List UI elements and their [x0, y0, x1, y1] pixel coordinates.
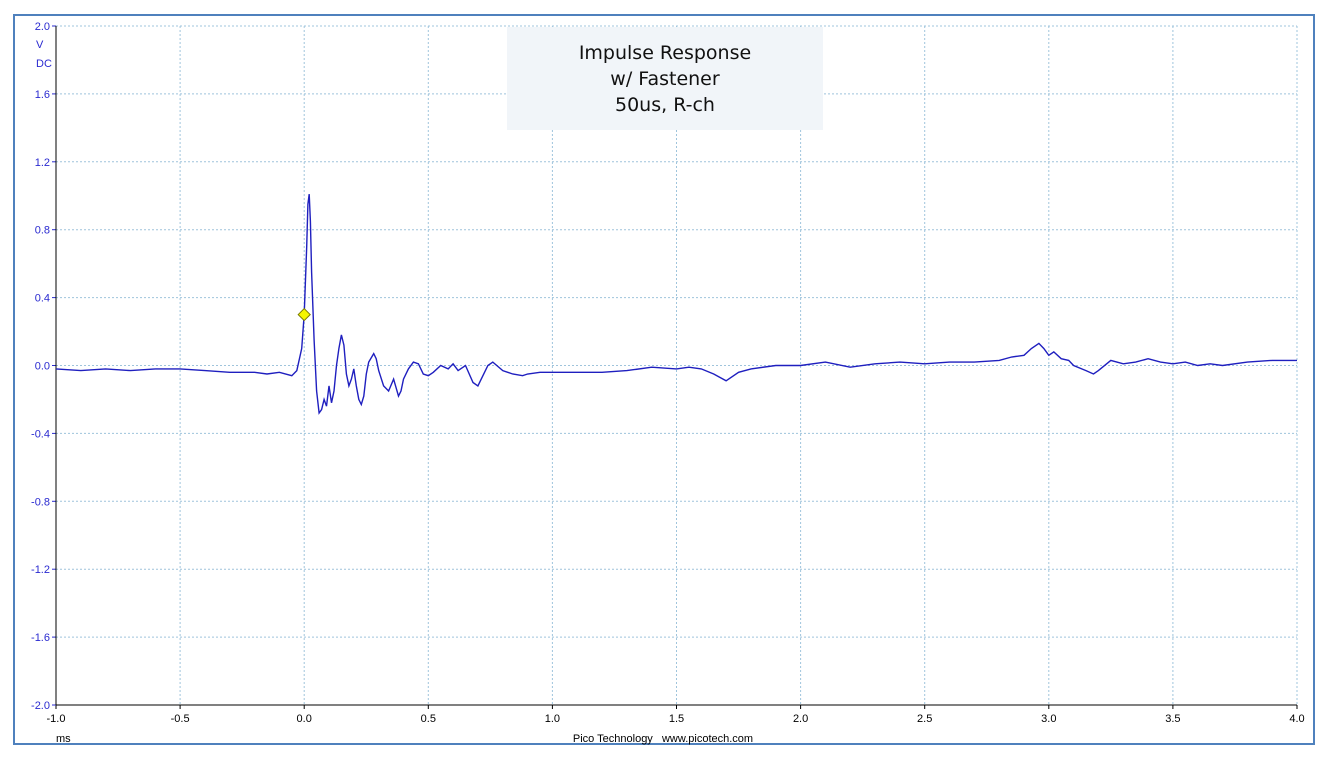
trigger-marker-layer [297, 307, 311, 322]
chart-title-line-1: Impulse Response [578, 41, 752, 64]
y-tick-label: -0.4 [31, 428, 50, 440]
y-tick-label: -1.2 [31, 564, 50, 576]
x-tick-label: 2.0 [793, 713, 808, 725]
chart-title-line-3: 50us, R-ch [615, 93, 715, 116]
y-tick-label: -0.8 [31, 496, 50, 508]
chart-title-box: Impulse Response w/ Fastener 50us, R-ch [507, 27, 823, 130]
x-tick-label: 1.0 [545, 713, 560, 725]
series-line [55, 194, 1297, 415]
x-tick-label: -1.0 [47, 713, 66, 725]
trigger-marker[interactable] [297, 307, 311, 322]
y-tick-label: 0.8 [35, 225, 50, 237]
grid-lines [55, 25, 1298, 706]
x-tick-label: 1.5 [669, 713, 684, 725]
footer-credit: Pico Technology www.picotech.com [573, 733, 753, 745]
y-tick-label: 1.6 [35, 89, 50, 101]
chart-title-line-2: w/ Fastener [610, 67, 720, 90]
x-tick-label: 3.0 [1041, 713, 1056, 725]
tick-labels: -1.0 -0.5 0.0 0.5 1.0 1.5 2.0 2.5 3.0 3.5 4.0 2.0 1.… [31, 21, 1305, 725]
x-axis-label: ms [56, 733, 71, 745]
y-tick-label: -2.0 [31, 700, 50, 712]
x-tick-label: 2.5 [917, 713, 932, 725]
x-tick-label: 4.0 [1289, 713, 1304, 725]
x-tick-label: 3.5 [1165, 713, 1180, 725]
y-tick-label: 1.2 [35, 157, 50, 169]
chart-frame [13, 14, 1315, 745]
axes [52, 25, 1298, 709]
x-tick-label: -0.5 [171, 713, 190, 725]
y-tick-label: -1.6 [31, 632, 50, 644]
y-unit-line-2: DC [36, 58, 52, 70]
y-tick-label: 0.0 [35, 361, 50, 373]
x-tick-label: 0.0 [297, 713, 312, 725]
y-tick-label: 0.4 [35, 293, 50, 305]
x-tick-label: 0.5 [421, 713, 436, 725]
y-tick-label: 2.0 [35, 21, 50, 33]
y-unit-line-1: V [36, 39, 44, 51]
